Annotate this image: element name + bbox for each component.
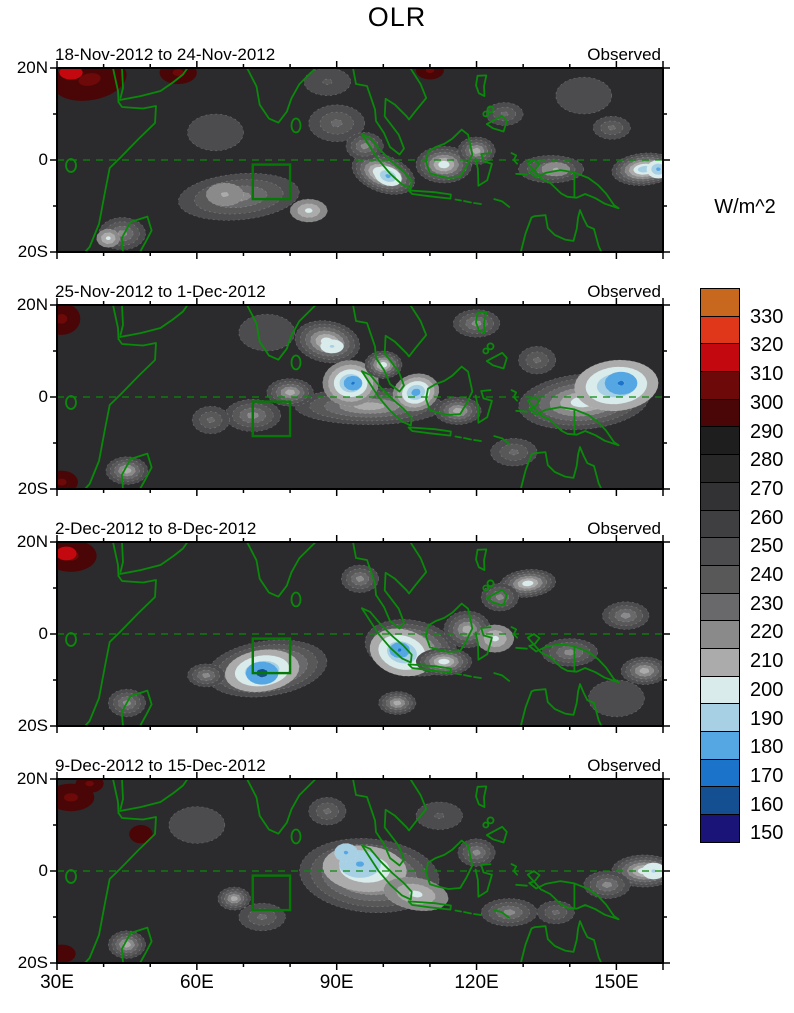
x-tick-label: 30E bbox=[40, 972, 74, 993]
index-region-box bbox=[251, 874, 292, 912]
x-tick-label: 150E bbox=[594, 972, 639, 993]
colorbar-tick-label: 190 bbox=[750, 707, 784, 730]
axis-ticks bbox=[50, 298, 670, 496]
y-tick-label: 20N bbox=[16, 58, 48, 77]
map-panel-3 bbox=[50, 535, 670, 733]
colorbar-cell bbox=[700, 509, 740, 539]
panel-title: 2-Dec-2012 to 8-Dec-2012 bbox=[55, 519, 257, 538]
y-tick-label: 0 bbox=[38, 387, 48, 406]
colorbar-cell bbox=[700, 620, 740, 649]
panel-title: 9-Dec-2012 to 15-Dec-2012 bbox=[55, 756, 266, 775]
colorbar-tick-label: 250 bbox=[750, 535, 784, 558]
x-tick-label: 60E bbox=[179, 972, 214, 993]
y-tick-label: 0 bbox=[38, 861, 48, 880]
colorbar-cell bbox=[700, 592, 740, 622]
coastlines bbox=[65, 68, 620, 252]
colorbar-cell bbox=[700, 454, 740, 483]
colorbar-cell bbox=[700, 564, 740, 594]
map-panel-4 bbox=[50, 772, 670, 970]
index-region-box bbox=[251, 637, 292, 675]
colorbar bbox=[700, 288, 740, 843]
colorbar-cell bbox=[700, 786, 740, 816]
index-region-box bbox=[251, 400, 292, 438]
colorbar-cell bbox=[700, 537, 740, 566]
colorbar-units-label: W/m^2 bbox=[714, 196, 776, 218]
coastlines bbox=[65, 305, 620, 489]
coastlines bbox=[65, 779, 620, 963]
colorbar-cell bbox=[700, 481, 740, 511]
panel-title: 18-Nov-2012 to 24-Nov-2012 bbox=[55, 45, 276, 64]
observed-label: Observed bbox=[587, 519, 661, 538]
y-tick-label: 20S bbox=[17, 242, 48, 261]
colorbar-tick-label: 310 bbox=[750, 363, 784, 386]
colorbar-cell bbox=[700, 647, 740, 677]
colorbar-cell bbox=[700, 675, 740, 705]
colorbar-tick-label: 160 bbox=[750, 793, 784, 816]
y-tick-label: 20N bbox=[16, 769, 48, 788]
colorbar-cell bbox=[700, 343, 740, 373]
colorbar-tick-label: 280 bbox=[750, 449, 784, 472]
y-tick-label: 0 bbox=[38, 150, 48, 169]
figure-title: OLR bbox=[367, 2, 427, 32]
colorbar-tick-label: 270 bbox=[750, 477, 784, 500]
observed-label: Observed bbox=[587, 45, 661, 64]
y-tick-label: 20S bbox=[17, 953, 48, 972]
colorbar-tick-label: 150 bbox=[750, 822, 784, 845]
colorbar-cell bbox=[700, 758, 740, 788]
observed-label: Observed bbox=[587, 282, 661, 301]
map-panel-1 bbox=[50, 61, 670, 259]
y-tick-label: 20S bbox=[17, 479, 48, 498]
colorbar-tick-label: 220 bbox=[750, 621, 784, 644]
y-tick-label: 20N bbox=[16, 532, 48, 551]
x-tick-label: 90E bbox=[319, 972, 354, 993]
colorbar-tick-label: 240 bbox=[750, 564, 784, 586]
colorbar-cell bbox=[700, 315, 740, 345]
colorbar-tick-label: 290 bbox=[750, 420, 784, 443]
coastlines bbox=[65, 542, 620, 726]
colorbar-tick-label: 180 bbox=[750, 736, 784, 759]
panel-title: 25-Nov-2012 to 1-Dec-2012 bbox=[55, 282, 266, 301]
colorbar-cell bbox=[700, 703, 740, 732]
colorbar-cell bbox=[700, 288, 740, 317]
colorbar-tick-label: 230 bbox=[750, 592, 784, 615]
colorbar-cell bbox=[700, 371, 740, 400]
colorbar-tick-label: 260 bbox=[750, 506, 784, 529]
index-region-box bbox=[251, 163, 292, 201]
colorbar-tick-label: 300 bbox=[750, 391, 784, 414]
x-tick-label: 120E bbox=[454, 972, 499, 993]
colorbar-tick-label: 320 bbox=[750, 334, 784, 357]
colorbar-cell bbox=[700, 731, 740, 760]
observed-label: Observed bbox=[587, 756, 661, 775]
y-tick-label: 0 bbox=[38, 624, 48, 643]
colorbar-tick-label: 170 bbox=[750, 764, 784, 787]
y-tick-label: 20N bbox=[16, 295, 48, 314]
colorbar-cell bbox=[700, 426, 740, 456]
colorbar-tick-label: 330 bbox=[750, 305, 784, 328]
colorbar-cell bbox=[700, 398, 740, 428]
y-tick-label: 20S bbox=[17, 716, 48, 735]
colorbar-cell bbox=[700, 814, 740, 843]
map-panel-2 bbox=[50, 298, 670, 496]
colorbar-tick-label: 210 bbox=[750, 650, 784, 673]
colorbar-tick-label: 200 bbox=[750, 678, 784, 701]
